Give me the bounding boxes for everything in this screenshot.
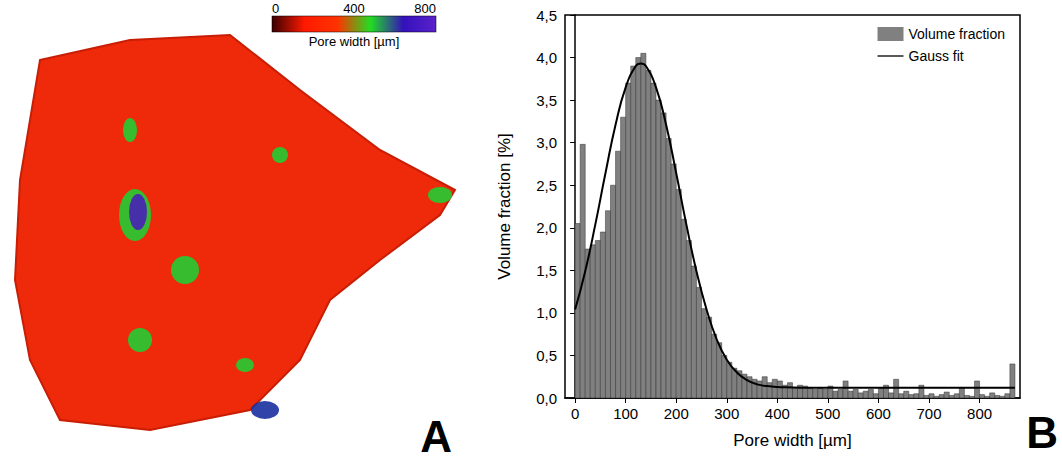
svg-text:2,5: 2,5 [536,177,557,194]
svg-text:1,5: 1,5 [536,262,557,279]
svg-text:700: 700 [916,405,941,422]
svg-text:Volume fraction: Volume fraction [909,26,1006,42]
svg-text:Gauss fit: Gauss fit [909,48,964,64]
svg-text:600: 600 [866,405,891,422]
svg-text:1,0: 1,0 [536,304,557,321]
svg-text:4,0: 4,0 [536,49,557,66]
svg-text:4,5: 4,5 [536,7,557,24]
svg-text:B: B [1026,408,1058,457]
svg-text:400: 400 [765,405,790,422]
svg-text:3,5: 3,5 [536,92,557,109]
svg-text:500: 500 [815,405,840,422]
svg-text:0: 0 [571,405,579,422]
svg-text:Pore width [µm]: Pore width [µm] [309,34,400,49]
svg-text:0,0: 0,0 [536,390,557,407]
svg-text:Volume fraction [%]: Volume fraction [%] [495,133,514,279]
svg-text:800: 800 [967,405,992,422]
svg-text:3,0: 3,0 [536,134,557,151]
svg-text:400: 400 [343,1,365,16]
svg-text:0,5: 0,5 [536,347,557,364]
svg-text:Pore width [µm]: Pore width [µm] [733,431,851,450]
svg-text:200: 200 [664,405,689,422]
svg-text:100: 100 [613,405,638,422]
svg-text:300: 300 [714,405,739,422]
svg-text:A: A [420,412,452,460]
svg-text:0: 0 [272,1,279,16]
svg-text:800: 800 [414,1,436,16]
svg-text:2,0: 2,0 [536,219,557,236]
